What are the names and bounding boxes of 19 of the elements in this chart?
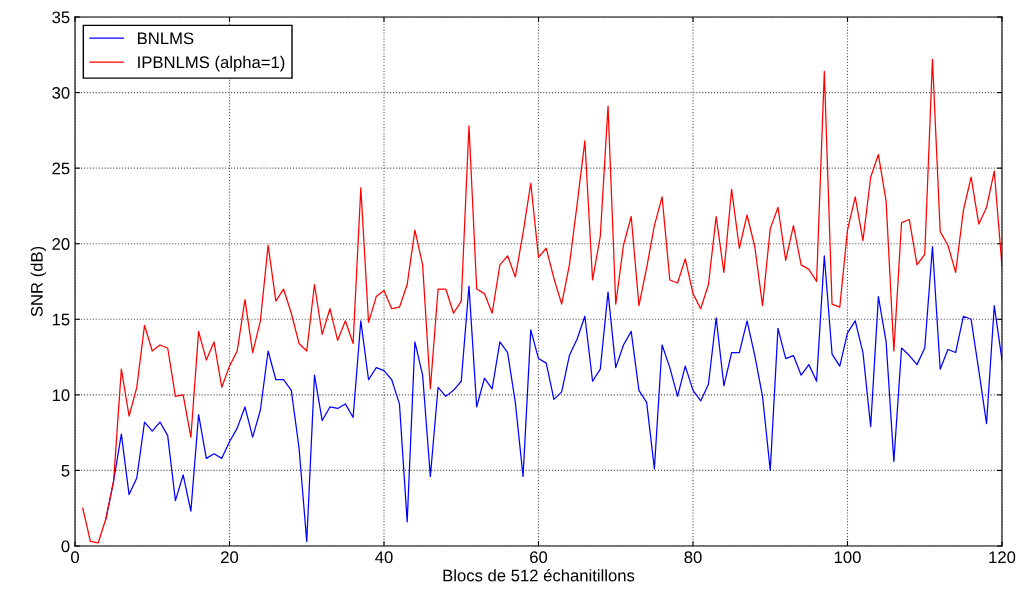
x-tick-label: 120 (989, 551, 1016, 564)
y-tick-label: 30 (52, 86, 70, 99)
y-tick-label: 25 (52, 162, 70, 175)
x-axis-title: Blocs de 512 échanitillons (443, 568, 635, 582)
x-tick-label: 80 (684, 551, 702, 564)
y-tick-label: 35 (52, 11, 70, 24)
y-tick-label: 15 (52, 313, 70, 326)
x-tick-label: 60 (530, 551, 548, 564)
x-tick-label: 100 (834, 551, 861, 564)
x-tick-label: 20 (221, 551, 239, 564)
y-tick-label: 0 (61, 540, 70, 553)
x-tick-label: 0 (71, 551, 79, 564)
x-tick-label: 40 (375, 551, 393, 564)
legend-label: IPBNLMS (alpha=1) (138, 55, 285, 72)
y-axis-title: SNR (dB) (30, 246, 47, 317)
legend-label: BNLMS (138, 32, 194, 45)
y-tick-label: 10 (52, 389, 70, 402)
y-tick-label: 20 (52, 238, 70, 250)
y-tick-label: 5 (61, 465, 70, 477)
